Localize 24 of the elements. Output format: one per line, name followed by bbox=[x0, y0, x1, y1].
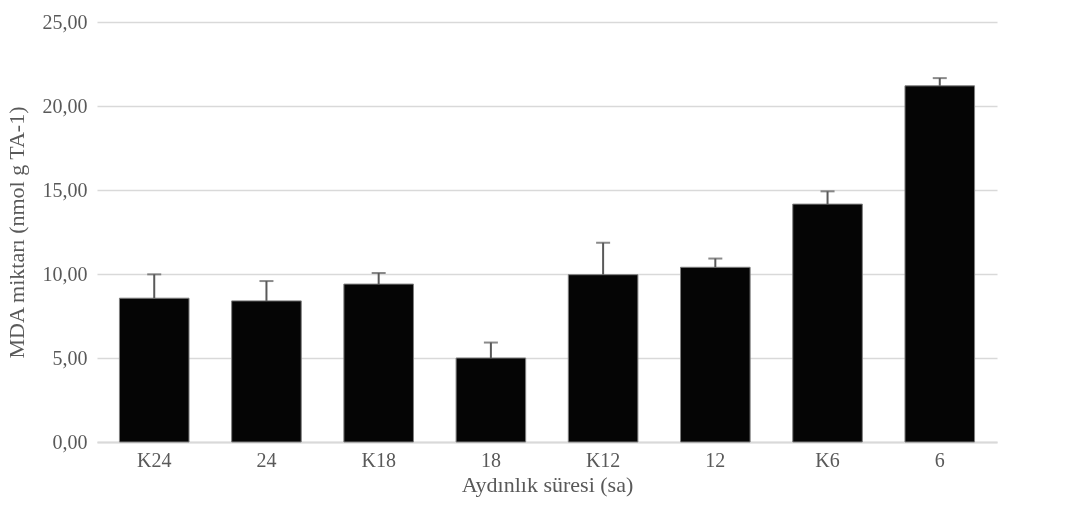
x-tick-label: K24 bbox=[137, 448, 172, 471]
bar bbox=[567, 274, 639, 443]
x-tick-label: 6 bbox=[934, 448, 945, 471]
x-tick-label: 18 bbox=[480, 448, 501, 471]
y-tick-label: 25,00 bbox=[42, 10, 88, 33]
y-tick-label: 10,00 bbox=[42, 262, 88, 285]
bar bbox=[231, 300, 302, 443]
bar bbox=[118, 297, 190, 443]
x-tick-label: 12 bbox=[705, 448, 726, 471]
bar bbox=[680, 266, 751, 443]
x-axis-title: Aydınlık süresi (sa) bbox=[461, 471, 634, 497]
bar bbox=[343, 283, 414, 443]
y-tick-label: 15,00 bbox=[42, 178, 88, 201]
y-tick-label: 20,00 bbox=[42, 94, 88, 117]
y-axis-title: MDA miktarı (nmol g TA-1) bbox=[3, 106, 29, 359]
bar bbox=[792, 203, 863, 443]
x-tick-label: 24 bbox=[256, 448, 277, 471]
x-tick-label: K18 bbox=[361, 448, 396, 471]
bar bbox=[455, 357, 527, 443]
y-tick-label: 5,00 bbox=[52, 346, 88, 369]
x-tick-label: K6 bbox=[815, 448, 840, 471]
bar bbox=[904, 85, 976, 443]
x-tick-label: K12 bbox=[585, 448, 621, 471]
y-tick-label: 0,00 bbox=[52, 430, 88, 453]
